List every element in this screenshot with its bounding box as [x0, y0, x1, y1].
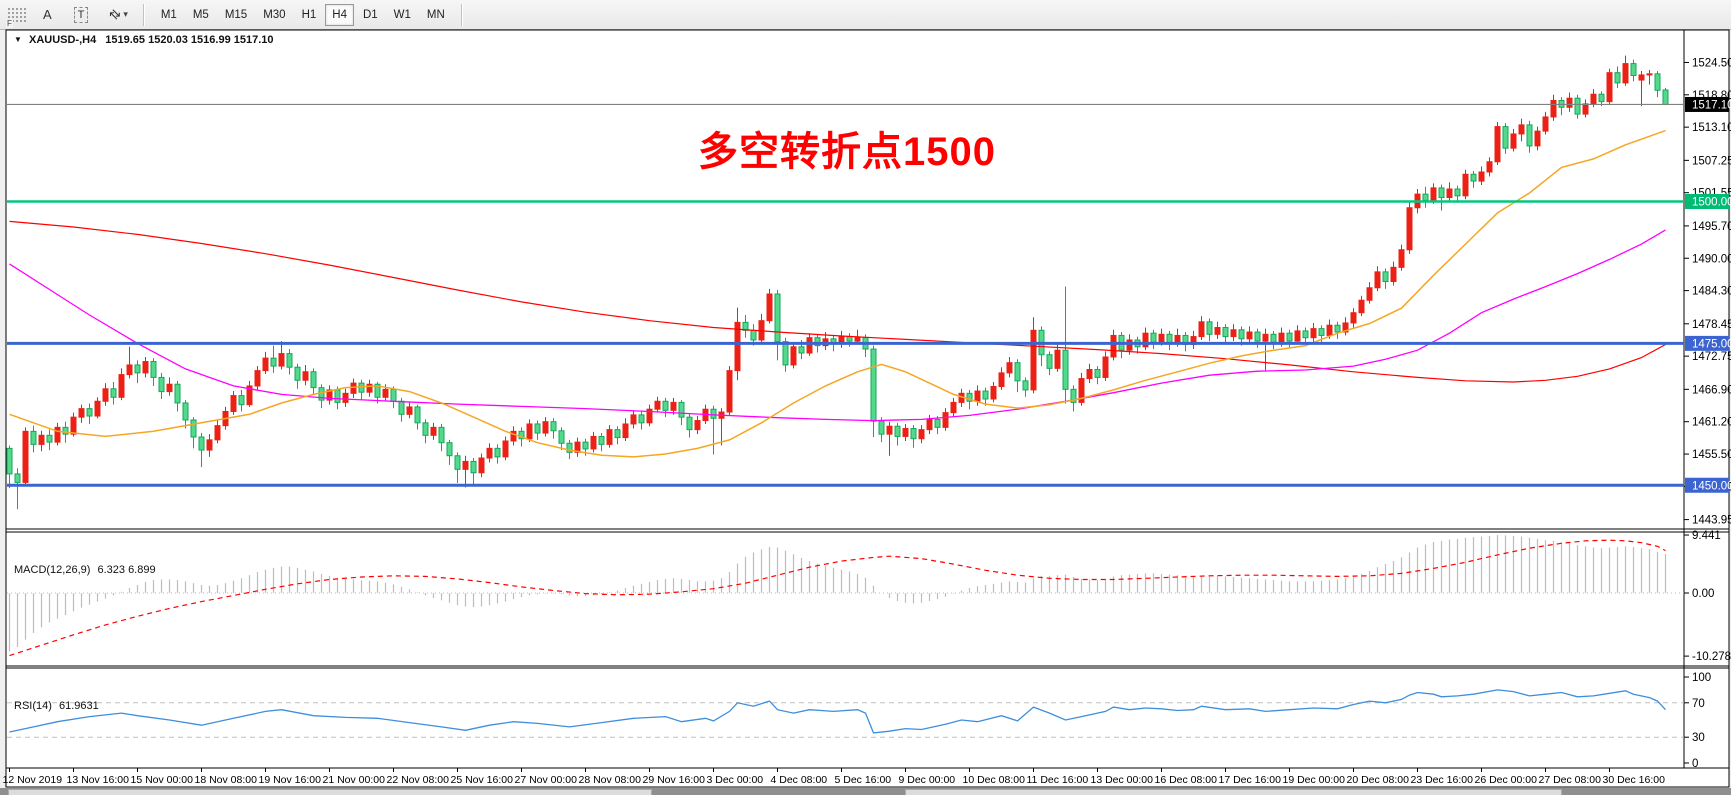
- moving-averages: [9, 129, 1666, 458]
- horizontal-level-lines: [7, 103, 1684, 487]
- svg-text:4 Dec 08:00: 4 Dec 08:00: [771, 774, 828, 786]
- chart-frame: [5, 29, 1730, 788]
- svg-text:1490.00: 1490.00: [1692, 253, 1731, 265]
- text-tool-button[interactable]: A: [36, 4, 59, 26]
- textbox-tool-button[interactable]: T: [67, 4, 96, 26]
- svg-text:13 Dec 00:00: 13 Dec 00:00: [1091, 774, 1154, 786]
- svg-text:1466.90: 1466.90: [1692, 384, 1731, 396]
- time-scale: 12 Nov 2019 13 Nov 16:00 15 Nov 00:00 18 No…: [3, 768, 1666, 786]
- cursor-tool-button[interactable]: ⇅ ▾: [103, 4, 134, 26]
- cursor-arrows-icon: ⇅: [106, 4, 125, 24]
- svg-text:30 Dec 16:00: 30 Dec 16:00: [1603, 774, 1666, 786]
- chevron-down-icon: ▾: [123, 9, 128, 19]
- svg-text:15 Nov 00:00: 15 Nov 00:00: [131, 774, 194, 786]
- svg-text:25 Nov 16:00: 25 Nov 16:00: [451, 774, 514, 786]
- svg-text:26 Dec 00:00: 26 Dec 00:00: [1475, 774, 1538, 786]
- svg-text:1507.25: 1507.25: [1692, 155, 1731, 167]
- candlesticks: [6, 55, 1669, 510]
- timeframe-button-h4[interactable]: H4: [325, 3, 354, 26]
- window-bottom-strip: [0, 788, 1731, 795]
- dropdown-arrow-icon[interactable]: ▼: [14, 35, 22, 44]
- toolbar-grip-label: F: [6, 18, 13, 28]
- svg-text:1450.00: 1450.00: [1692, 480, 1731, 492]
- svg-text:1475.00: 1475.00: [1692, 338, 1731, 350]
- svg-text:30: 30: [1692, 732, 1705, 744]
- rsi-pane: 100 70 30 0: [7, 672, 1711, 770]
- svg-text:27 Nov 00:00: 27 Nov 00:00: [515, 774, 578, 786]
- ohlc-values: 1519.65 1520.03 1516.99 1517.10: [105, 34, 274, 46]
- svg-text:12 Nov 2019: 12 Nov 2019: [3, 774, 63, 786]
- svg-text:17 Dec 16:00: 17 Dec 16:00: [1219, 774, 1282, 786]
- svg-text:1472.75: 1472.75: [1692, 351, 1731, 363]
- macd-pane: 9.441 0.00 -10.278: [7, 530, 1731, 663]
- svg-text:0: 0: [1692, 758, 1698, 770]
- symbol-timeframe-label: XAUUSD-,H4: [28, 34, 97, 46]
- chart-tab[interactable]: [8, 789, 652, 795]
- svg-text:1500.00: 1500.00: [1692, 197, 1731, 209]
- rsi-indicator-label: RSI(14) 61.9631: [14, 700, 99, 712]
- svg-text:20 Dec 08:00: 20 Dec 08:00: [1347, 774, 1410, 786]
- svg-text:29 Nov 16:00: 29 Nov 16:00: [643, 774, 706, 786]
- svg-text:11 Dec 16:00: 11 Dec 16:00: [1027, 774, 1089, 786]
- svg-text:100: 100: [1692, 672, 1711, 684]
- svg-text:3 Dec 00:00: 3 Dec 00:00: [707, 774, 764, 786]
- timeframe-button-m30[interactable]: M30: [256, 4, 292, 26]
- svg-text:1513.10: 1513.10: [1692, 122, 1731, 134]
- macd-indicator-label: MACD(12,26,9) 6.323 6.899: [14, 564, 156, 576]
- svg-text:1517.10: 1517.10: [1692, 99, 1731, 111]
- toolbar-separator: [142, 3, 145, 26]
- timeframe-button-h1[interactable]: H1: [295, 4, 324, 26]
- timeframe-button-m1[interactable]: M1: [154, 4, 184, 26]
- svg-text:22 Nov 08:00: 22 Nov 08:00: [387, 774, 450, 786]
- chart-annotation-text: 多空转折点1500: [698, 130, 996, 174]
- price-scale: 1524.501518.801513.101507.251501.551495.…: [1684, 57, 1731, 527]
- toolbar-separator: [460, 3, 463, 26]
- toolbar: F A T ⇅ ▾ M1 M5 M15 M30 H1 H4 D1 W1 MN: [0, 0, 1731, 30]
- svg-text:13 Nov 16:00: 13 Nov 16:00: [67, 774, 130, 786]
- svg-text:9 Dec 00:00: 9 Dec 00:00: [899, 774, 956, 786]
- svg-text:21 Nov 00:00: 21 Nov 00:00: [323, 774, 386, 786]
- svg-text:1455.50: 1455.50: [1692, 449, 1731, 461]
- svg-text:1524.50: 1524.50: [1692, 57, 1731, 69]
- svg-text:1478.45: 1478.45: [1692, 319, 1731, 331]
- svg-text:19 Dec 00:00: 19 Dec 00:00: [1283, 774, 1346, 786]
- svg-text:70: 70: [1692, 698, 1705, 710]
- svg-text:27 Dec 08:00: 27 Dec 08:00: [1539, 774, 1602, 786]
- svg-text:10 Dec 08:00: 10 Dec 08:00: [963, 774, 1026, 786]
- svg-text:28 Nov 08:00: 28 Nov 08:00: [579, 774, 642, 786]
- timeframe-button-d1[interactable]: D1: [356, 4, 385, 26]
- chart-canvas[interactable]: 1524.50 1518.80 1513.10 1507.25 1501.55 1495.…: [0, 29, 1731, 795]
- toolbar-grip-icon[interactable]: F: [6, 5, 28, 28]
- chart-tab[interactable]: [905, 789, 1562, 795]
- svg-text:1484.30: 1484.30: [1692, 286, 1731, 298]
- svg-text:16 Dec 08:00: 16 Dec 08:00: [1155, 774, 1218, 786]
- chart-svg: 1524.501518.801513.101507.251501.551495.…: [3, 29, 1731, 788]
- svg-text:19 Nov 16:00: 19 Nov 16:00: [259, 774, 322, 786]
- svg-text:9.441: 9.441: [1692, 530, 1721, 542]
- svg-text:-10.278: -10.278: [1692, 651, 1731, 663]
- svg-text:5 Dec 16:00: 5 Dec 16:00: [835, 774, 892, 786]
- timeframe-button-m5[interactable]: M5: [186, 4, 216, 26]
- svg-text:18 Nov 08:00: 18 Nov 08:00: [195, 774, 258, 786]
- svg-text:1461.20: 1461.20: [1692, 417, 1731, 429]
- svg-text:0.00: 0.00: [1692, 588, 1714, 600]
- svg-text:1495.70: 1495.70: [1692, 221, 1731, 233]
- svg-text:23 Dec 16:00: 23 Dec 16:00: [1411, 774, 1474, 786]
- timeframe-button-mn[interactable]: MN: [420, 4, 452, 26]
- timeframe-button-m15[interactable]: M15: [218, 4, 254, 26]
- svg-text:1443.95: 1443.95: [1692, 515, 1731, 527]
- textbox-tool-icon: T: [73, 6, 89, 23]
- timeframe-button-group: M1 M5 M15 M30 H1 H4 D1 W1 MN: [153, 3, 453, 26]
- timeframe-button-w1[interactable]: W1: [387, 4, 418, 26]
- chart-title: ▼ XAUUSD-,H4 1519.65 1520.03 1516.99 151…: [14, 34, 274, 46]
